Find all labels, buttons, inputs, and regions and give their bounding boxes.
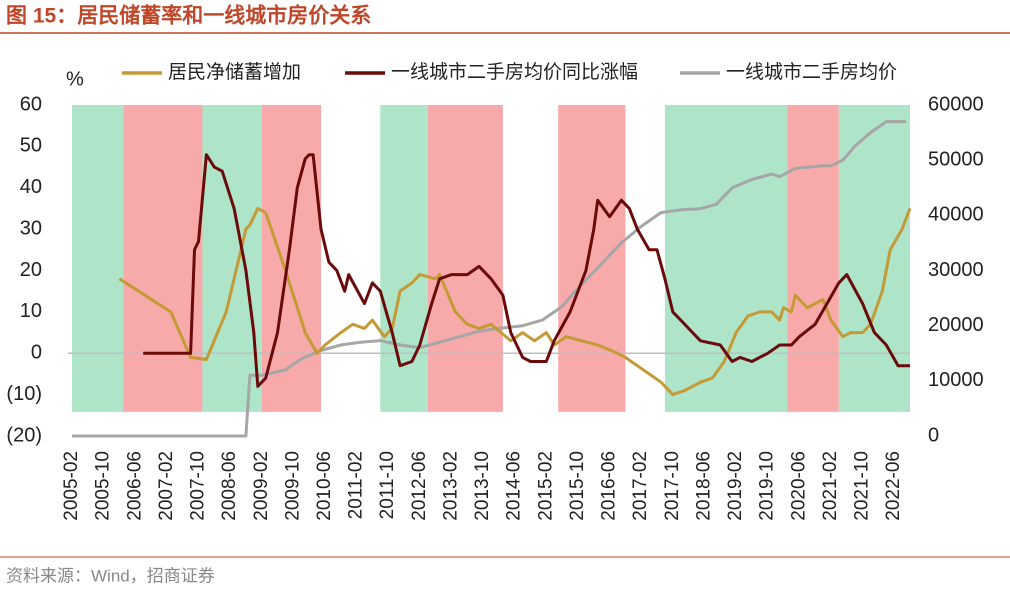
region	[202, 105, 262, 412]
x-tick-label: 2017-10	[662, 451, 683, 521]
region	[123, 105, 203, 412]
y-tick-label: 20	[20, 259, 42, 281]
x-tick-label: 2015-10	[567, 451, 588, 521]
y2-tick-label: 20000	[928, 314, 984, 336]
x-tick-label: 2014-06	[504, 451, 525, 521]
y-axis-unit: %	[66, 68, 84, 90]
x-tick-label: 2019-02	[725, 451, 746, 521]
x-tick-label: 2006-06	[124, 451, 145, 521]
y2-tick-label: 30000	[928, 259, 984, 281]
x-tick-label: 2007-10	[188, 451, 209, 521]
region	[380, 105, 428, 412]
x-tick-label: 2012-06	[409, 451, 430, 521]
y-tick-label: 40	[20, 176, 42, 198]
y-tick-label: 50	[20, 135, 42, 157]
x-tick-label: 2005-10	[93, 451, 114, 521]
y2-tick-label: 0	[928, 424, 939, 446]
region	[838, 105, 910, 412]
x-tick-label: 2009-10	[282, 451, 303, 521]
y2-tick-label: 40000	[928, 204, 984, 226]
chart-title: 图 15：居民储蓄率和一线城市房价关系	[6, 4, 371, 28]
legend-label: 一线城市二手房均价同比涨幅	[391, 61, 638, 83]
y2-tick-label: 60000	[928, 93, 984, 115]
y-tick-label: 0	[31, 342, 42, 364]
x-tick-label: 2011-10	[377, 451, 398, 519]
legend-label: 居民净储蓄增加	[168, 61, 301, 83]
region	[787, 105, 839, 412]
x-tick-label: 2010-06	[314, 451, 335, 521]
x-tick-label: 2007-02	[156, 451, 177, 521]
legend-label: 一线城市二手房均价	[726, 61, 897, 83]
y2-tick-label: 50000	[928, 148, 984, 170]
y-tick-label: (20)	[6, 424, 42, 446]
y2-tick-label: 10000	[928, 369, 984, 391]
y-tick-label: 60	[20, 93, 42, 115]
x-tick-label: 2015-02	[535, 451, 556, 521]
region	[558, 105, 626, 412]
region	[72, 105, 124, 412]
x-tick-label: 2021-10	[852, 451, 873, 521]
y-tick-label: (10)	[6, 383, 42, 405]
x-tick-label: 2011-02	[346, 451, 367, 519]
x-tick-label: 2020-06	[788, 451, 809, 521]
region	[664, 105, 788, 412]
x-tick-label: 2013-02	[440, 451, 461, 521]
y-tick-label: 10	[20, 300, 42, 322]
source: 资料来源：Wind，招商证券	[6, 566, 215, 585]
x-tick-label: 2018-06	[693, 451, 714, 521]
x-tick-label: 2016-06	[599, 451, 620, 521]
y-tick-label: 30	[20, 217, 42, 239]
region	[427, 105, 503, 412]
x-tick-label: 2022-06	[883, 451, 904, 521]
x-tick-label: 2008-06	[219, 451, 240, 521]
x-tick-label: 2019-10	[757, 451, 778, 521]
x-tick-label: 2013-10	[472, 451, 493, 521]
series-line	[143, 153, 910, 388]
x-tick-label: 2021-02	[820, 451, 841, 521]
x-tick-label: 2005-02	[61, 451, 82, 521]
x-tick-label: 2009-02	[251, 451, 272, 521]
x-tick-label: 2017-02	[630, 451, 651, 521]
